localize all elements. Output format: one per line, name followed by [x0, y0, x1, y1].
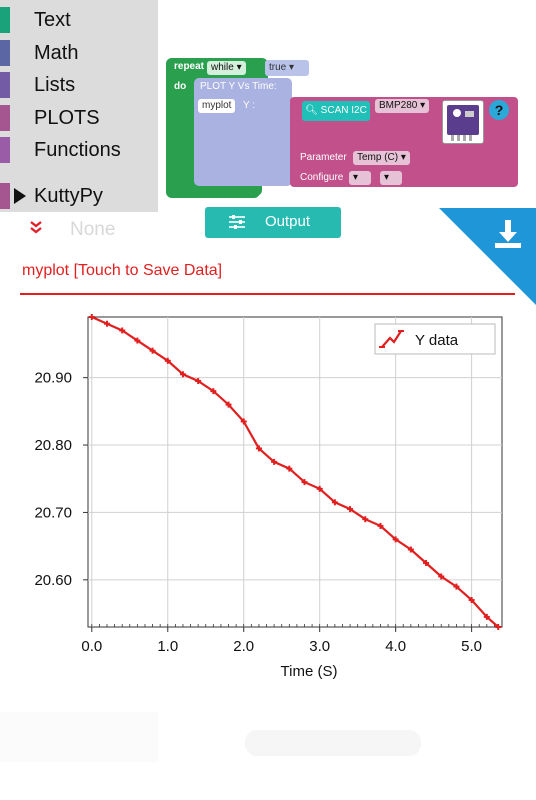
- output-button[interactable]: Output: [205, 207, 341, 238]
- plot-block-header: PLOT Y Vs Time:: [200, 81, 277, 92]
- category-plots[interactable]: PLOTS: [0, 103, 158, 133]
- search-icon: 🔍︎: [305, 105, 321, 116]
- toolbox: Text Math Lists PLOTS Functions KuttyPy: [0, 0, 158, 212]
- configure-label: Configure: [300, 172, 344, 183]
- download-icon[interactable]: [492, 218, 524, 250]
- category-swatch: [0, 183, 10, 209]
- category-lists[interactable]: Lists: [0, 70, 158, 100]
- double-chevron-down-icon: [30, 221, 42, 234]
- plot-frame: [87, 316, 503, 628]
- legend-swatch: [381, 330, 402, 348]
- category-functions[interactable]: Functions: [0, 135, 158, 165]
- series-line: [91, 315, 499, 628]
- plot-y-label: Y :: [243, 100, 256, 111]
- category-text[interactable]: Text: [0, 5, 158, 35]
- parameter-label: Parameter: [300, 152, 347, 163]
- x-axis-label: Time (S): [281, 663, 338, 680]
- scan-label: SCAN I2C: [320, 105, 367, 116]
- y-tick-label: 20.90: [34, 370, 72, 387]
- plot-name-field[interactable]: myplot: [198, 99, 236, 113]
- x-tick-label: 0.0: [81, 638, 102, 655]
- category-label: PLOTS: [34, 106, 100, 129]
- parameter-dropdown[interactable]: Temp (C) ▾: [353, 151, 410, 165]
- ghost-category-label: None: [70, 219, 116, 240]
- category-label: Functions: [34, 138, 121, 161]
- y-tick-label: 20.60: [34, 572, 72, 589]
- category-swatch: [0, 137, 10, 163]
- category-math[interactable]: Math: [0, 38, 158, 68]
- plot-block[interactable]: [194, 78, 292, 186]
- sliders-icon: [229, 215, 245, 229]
- configure-dropdown-1[interactable]: ▾: [349, 171, 371, 185]
- category-label: KuttyPy: [34, 184, 103, 207]
- download-corner[interactable]: [439, 208, 536, 305]
- bmp280-chip-image: [442, 100, 484, 144]
- repeat-keyword: repeat: [174, 61, 205, 72]
- category-swatch: [0, 105, 10, 131]
- plot-title[interactable]: myplot [Touch to Save Data]: [22, 262, 223, 279]
- x-tick-label: 1.0: [157, 638, 178, 655]
- title-divider: [20, 293, 515, 295]
- x-tick-label: 2.0: [233, 638, 254, 655]
- while-dropdown[interactable]: while ▾: [207, 61, 246, 75]
- true-dropdown[interactable]: true ▾: [265, 60, 309, 76]
- x-tick-label: 4.0: [385, 638, 406, 655]
- scan-i2c-button[interactable]: 🔍︎ SCAN I2C: [302, 101, 370, 121]
- do-keyword: do: [174, 81, 187, 92]
- category-kuttypy[interactable]: KuttyPy: [0, 181, 158, 211]
- help-button[interactable]: ?: [489, 100, 509, 120]
- y-tick-label: 20.70: [34, 504, 72, 521]
- category-label: Lists: [34, 73, 76, 96]
- x-tick-label: 3.0: [309, 638, 330, 655]
- category-label: Math: [34, 41, 79, 64]
- category-swatch: [0, 72, 10, 98]
- legend-label: Y data: [415, 332, 459, 349]
- x-tick-label: 5.0: [461, 638, 482, 655]
- bottom-left-area: [0, 712, 158, 762]
- bottom-pill: [245, 730, 421, 756]
- category-swatch: [0, 40, 10, 66]
- sensor-dropdown[interactable]: BMP280 ▾: [375, 99, 430, 113]
- line-chart[interactable]: 0.0 1.0 2.0 3.0 4.0 5.0 20.60 20.70 20.80 20.90 Ti…: [0, 300, 536, 710]
- category-swatch: [0, 7, 10, 33]
- output-label: Output: [265, 213, 311, 230]
- category-label: Text: [34, 8, 71, 31]
- configure-dropdown-2[interactable]: ▾: [380, 171, 402, 185]
- y-tick-label: 20.80: [34, 437, 72, 454]
- expand-arrow-icon: [14, 188, 26, 204]
- collapse-toolbox-button[interactable]: [8, 212, 64, 242]
